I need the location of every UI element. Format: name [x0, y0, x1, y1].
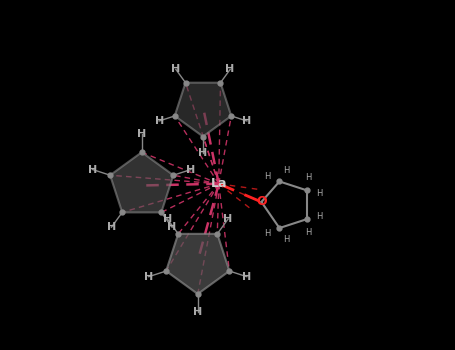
Text: H: H: [317, 189, 323, 198]
Text: H: H: [226, 64, 235, 75]
Text: H: H: [264, 229, 271, 238]
Polygon shape: [175, 83, 231, 136]
Text: H: H: [171, 64, 181, 75]
Text: H: H: [305, 228, 311, 237]
Text: La: La: [211, 177, 227, 190]
Text: H: H: [242, 272, 252, 282]
Text: H: H: [167, 222, 177, 232]
Polygon shape: [166, 234, 229, 294]
Text: H: H: [88, 164, 97, 175]
Text: O: O: [256, 195, 267, 209]
Text: H: H: [283, 235, 289, 244]
Text: H: H: [163, 214, 172, 224]
Text: H: H: [193, 307, 202, 317]
Polygon shape: [110, 152, 173, 212]
Text: H: H: [137, 129, 147, 139]
Text: H: H: [223, 214, 233, 224]
Text: H: H: [305, 173, 311, 182]
Text: H: H: [107, 222, 116, 232]
Text: H: H: [144, 272, 153, 282]
Text: H: H: [242, 116, 252, 126]
Text: H: H: [186, 164, 195, 175]
Text: H: H: [198, 148, 207, 158]
Text: H: H: [155, 116, 164, 126]
Text: H: H: [317, 212, 323, 221]
Text: H: H: [264, 172, 271, 181]
Text: H: H: [283, 166, 289, 175]
